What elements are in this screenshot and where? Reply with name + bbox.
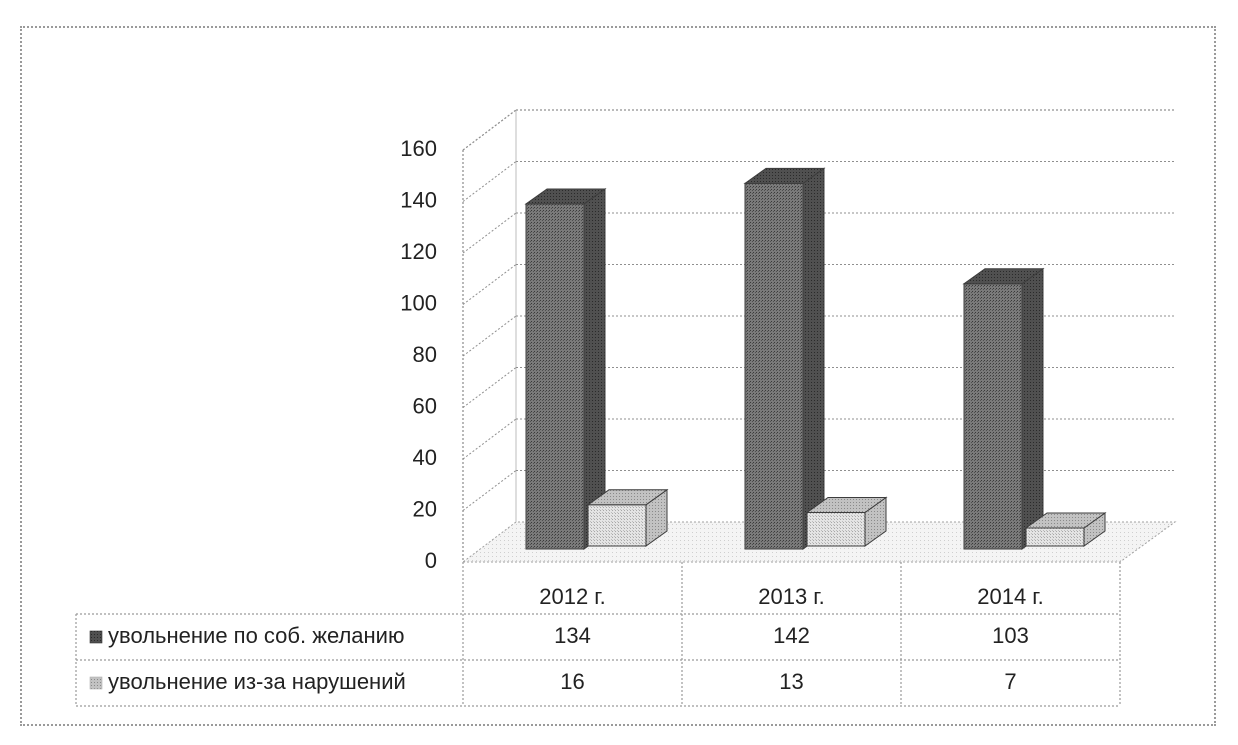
bar-front xyxy=(744,182,804,550)
data-value-label: 7 xyxy=(1004,669,1016,694)
bar-top xyxy=(962,268,1045,285)
y-axis-ticks: 0 20 40 60 80 100 120 140 160 xyxy=(400,136,437,573)
data-table: 2012 г. 2013 г. 2014 г. увольнение по соб. … xyxy=(75,562,1121,707)
y-tick-label: 0 xyxy=(425,548,437,573)
x-category-label: 2014 г. xyxy=(977,584,1044,609)
legend-series-name: увольнение из-за нарушений xyxy=(108,669,406,694)
y-tick-label: 160 xyxy=(400,136,437,161)
legend-key-swatch xyxy=(89,630,103,644)
bar-front xyxy=(1025,527,1085,547)
data-value-label: 134 xyxy=(554,623,591,648)
x-category-label: 2013 г. xyxy=(758,584,825,609)
gridline-side xyxy=(462,315,517,357)
bar-violations-0 xyxy=(586,488,669,547)
data-value-label: 13 xyxy=(779,669,803,694)
gridline-side xyxy=(462,264,517,305)
bar-top xyxy=(805,497,888,514)
bars xyxy=(524,167,1107,550)
bar-front xyxy=(806,512,866,547)
gridline-side xyxy=(462,470,517,511)
bar-violations-1 xyxy=(805,496,888,547)
gridline-side xyxy=(462,418,517,460)
data-value-label: 16 xyxy=(560,669,584,694)
bar-top xyxy=(1024,512,1107,529)
gridline-side xyxy=(462,161,517,202)
bar-side xyxy=(802,167,825,550)
gridline-side xyxy=(462,212,517,254)
y-tick-label: 100 xyxy=(400,290,437,315)
bar-front xyxy=(587,504,647,547)
bar-violations-2 xyxy=(1024,512,1107,547)
y-tick-label: 120 xyxy=(400,239,437,264)
bar-front xyxy=(525,203,585,550)
y-tick-label: 80 xyxy=(413,342,437,367)
bar-top xyxy=(743,167,826,184)
bar-side xyxy=(1021,267,1044,550)
legend-key-swatch xyxy=(89,676,103,690)
data-value-label: 103 xyxy=(992,623,1029,648)
x-category-label: 2012 г. xyxy=(539,584,606,609)
data-value-label: 142 xyxy=(773,623,810,648)
y-tick-label: 20 xyxy=(413,496,437,521)
bar-top xyxy=(586,489,669,506)
gridlines xyxy=(462,109,1175,511)
bar-voluntary-1 xyxy=(743,167,826,550)
y-tick-label: 40 xyxy=(413,445,437,470)
bar-voluntary-0 xyxy=(524,187,607,550)
bar-voluntary-2 xyxy=(962,267,1045,550)
y-tick-label: 60 xyxy=(413,393,437,418)
y-tick-label: 140 xyxy=(400,187,437,212)
gridline-side xyxy=(462,367,517,408)
bar-top xyxy=(524,188,607,205)
bar-front xyxy=(963,283,1023,550)
legend-series-name: увольнение по соб. желанию xyxy=(108,623,404,648)
gridline-side xyxy=(462,109,517,151)
